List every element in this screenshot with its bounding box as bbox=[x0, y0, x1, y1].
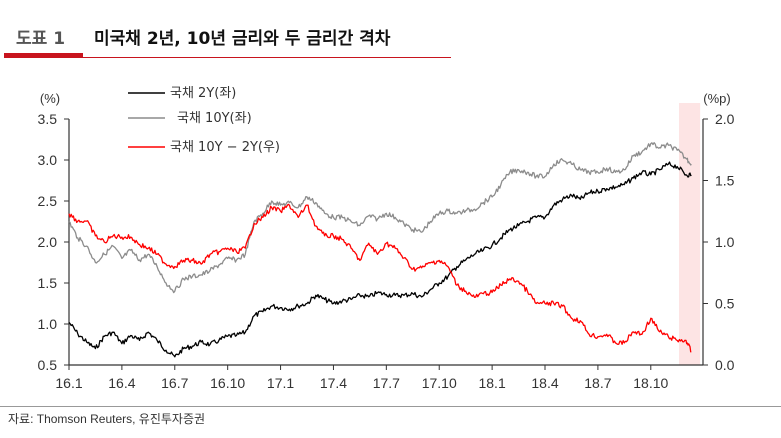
right-tick-label: 0.5 bbox=[715, 296, 735, 312]
x-tick-label: 16.1 bbox=[55, 375, 82, 391]
accent-bar bbox=[4, 53, 83, 58]
header-rule bbox=[4, 57, 451, 58]
x-tick-label: 16.10 bbox=[210, 375, 245, 391]
left-tick-label: 2.0 bbox=[38, 234, 58, 250]
x-tick-label: 18.1 bbox=[478, 375, 505, 391]
series-10y-line bbox=[68, 142, 692, 294]
x-tick-label: 18.4 bbox=[531, 375, 558, 391]
x-tick-label: 18.10 bbox=[633, 375, 668, 391]
figure-number: 도표 1 bbox=[16, 29, 66, 49]
left-tick-label: 2.5 bbox=[38, 193, 58, 209]
x-tick-label: 17.4 bbox=[320, 375, 347, 391]
series-spread-line bbox=[68, 203, 692, 353]
shaded-period bbox=[678, 103, 701, 365]
left-tick-label: 1.0 bbox=[38, 316, 58, 332]
x-tick-label: 17.10 bbox=[422, 375, 457, 391]
source-note: 자료: Thomson Reuters, 유진투자증권 bbox=[8, 412, 206, 426]
x-tick-label: 16.7 bbox=[161, 375, 188, 391]
legend-label: 국채 2Y(좌) bbox=[170, 86, 236, 101]
right-tick-label: 2.0 bbox=[715, 111, 735, 127]
series-2y-line bbox=[68, 161, 692, 358]
x-tick-label: 17.7 bbox=[373, 375, 400, 391]
right-tick-label: 0.0 bbox=[715, 357, 735, 373]
figure-header: 도표 1 미국채 2년, 10년 금리와 두 금리간 격차 bbox=[0, 0, 781, 60]
left-tick-label: 3.5 bbox=[38, 111, 58, 127]
x-tick-label: 16.4 bbox=[108, 375, 135, 391]
left-tick-label: 3.0 bbox=[38, 152, 58, 168]
right-tick-label: 1.0 bbox=[715, 234, 735, 250]
x-tick-label: 18.7 bbox=[584, 375, 611, 391]
right-axis-unit: (%p) bbox=[703, 91, 730, 106]
source-rule bbox=[0, 406, 781, 407]
left-tick-label: 0.5 bbox=[38, 357, 58, 373]
right-tick-label: 1.5 bbox=[715, 173, 735, 189]
x-tick-label: 17.1 bbox=[267, 375, 294, 391]
left-tick-label: 1.5 bbox=[38, 275, 58, 291]
legend-label: 국채 10Y(좌) bbox=[177, 111, 252, 126]
left-axis-unit: (%) bbox=[40, 91, 60, 106]
figure-title: 미국채 2년, 10년 금리와 두 금리간 격차 bbox=[94, 29, 391, 49]
legend-label: 국채 10Y − 2Y(우) bbox=[170, 140, 280, 155]
